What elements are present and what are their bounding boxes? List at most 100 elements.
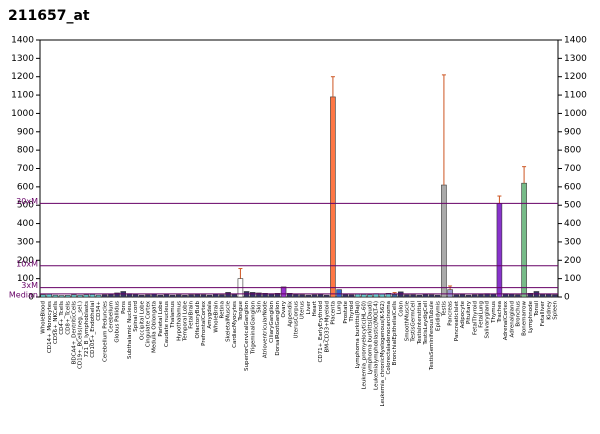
x-tick-label: WholeBlood [41, 301, 47, 334]
x-tick-label: AtrioventricularNode [263, 300, 269, 358]
x-tick-label: Cingulate Cortex [145, 300, 151, 347]
x-tick-label: Cerebellum Peduncles [102, 301, 108, 362]
x-tick-label: CD14+_Monocytes [47, 301, 53, 353]
bar [274, 293, 281, 298]
x-tick-label: Pituitary [466, 300, 472, 324]
bar [77, 294, 83, 298]
x-tick-label: Fetalliver [540, 300, 546, 326]
bar [212, 293, 219, 298]
x-tick-label: Pons [121, 301, 127, 314]
x-tick-label: Bronchus [515, 301, 521, 327]
x-tick-label: BM-CD33+Myeloid [324, 301, 330, 352]
bar [169, 294, 176, 298]
x-tick-label: PrefrontalCortex [201, 300, 207, 346]
x-tick-label: Uterus [300, 301, 306, 319]
x-tick-label: Parietal Lobe [158, 300, 164, 336]
y2-tick-label: 1300 [564, 54, 587, 64]
bar [71, 294, 77, 298]
y2-tick-label: 900 [564, 127, 581, 137]
x-tick-label: CiliaryGanglion [269, 300, 275, 342]
bar [508, 293, 515, 298]
bar [114, 292, 120, 298]
bar [545, 293, 552, 298]
x-tick-label: Placenta [330, 301, 336, 325]
y2-tick-label: 700 [564, 164, 581, 174]
error-bar [238, 268, 243, 279]
bar [206, 294, 213, 298]
bar [188, 294, 194, 298]
x-tick-label: Lymphoma burkitts(Daudi) [367, 301, 373, 375]
bar [404, 294, 410, 298]
y-tick-label: 100 [17, 274, 34, 284]
x-tick-label: Thymus [491, 301, 497, 324]
x-tick-label: Occipital Lobe [139, 300, 145, 340]
bar [367, 294, 373, 298]
y2-tick-label: 800 [564, 146, 581, 156]
x-tick-label: TestisGermCell [411, 301, 417, 343]
x-tick-label: Pancreas [448, 301, 454, 326]
bar [539, 294, 546, 298]
y-tick-label: 700 [17, 164, 34, 174]
bar [46, 293, 53, 298]
x-tick-label: Trachea [497, 301, 503, 323]
x-tick-label: CD34+ [96, 301, 102, 321]
x-tick-label: CD8+_Tcells [65, 301, 71, 335]
bar [496, 203, 503, 298]
bar [219, 294, 225, 298]
y2-tick-label: 100 [564, 274, 581, 284]
x-tick-label: Caudate nucleus [164, 301, 170, 347]
y2-tick-label: 300 [564, 237, 581, 247]
bar [305, 294, 312, 298]
bar [95, 294, 102, 298]
bar [194, 294, 201, 298]
y2-tick-label: 1200 [564, 72, 587, 82]
y2-tick-label: 200 [564, 256, 581, 266]
x-tick-label: SmoothMuscle [404, 300, 410, 341]
bar [182, 294, 188, 298]
bar [323, 294, 330, 298]
reference-label: 3xM [21, 281, 38, 290]
bar [428, 294, 435, 298]
bar [132, 294, 139, 298]
bar [163, 294, 170, 298]
y2-tick-label: 500 [564, 201, 581, 211]
x-tick-label: PancreaticIslet [454, 300, 460, 341]
y-tick-label: 800 [17, 146, 34, 156]
bar [52, 294, 59, 298]
bar [521, 182, 527, 298]
bar [157, 294, 164, 298]
x-tick-label: Appendix [287, 300, 293, 327]
bar [441, 184, 447, 298]
bar [151, 293, 157, 298]
x-tick-label: Tongue [238, 300, 244, 321]
x-tick-label: Globus Pallidus [115, 301, 121, 343]
chart-title: 211657_at [8, 8, 90, 24]
y-tick-label: 200 [17, 256, 34, 266]
bar [527, 293, 534, 298]
x-tick-label: TestisLeydigCell [423, 301, 429, 346]
bar [256, 292, 262, 298]
y2-tick-label: 400 [564, 219, 581, 229]
bar [175, 294, 182, 298]
reference-label: 30xM [16, 197, 38, 206]
bar [416, 294, 423, 298]
x-tick-label: Subthalamic Nucleus [127, 301, 133, 359]
y2-tick-label: 1100 [564, 91, 587, 101]
bar [342, 294, 349, 298]
bar [360, 294, 367, 298]
x-tick-label: Amygdala [207, 301, 213, 329]
x-tick-label: Adipocyte [460, 300, 466, 328]
y-tick-label: 1100 [11, 91, 34, 101]
bar [231, 294, 238, 298]
y-tick-label: 0 [28, 293, 34, 303]
bar [145, 294, 151, 298]
bar [108, 293, 114, 298]
bar [317, 294, 324, 298]
x-tick-label: UterusCorpus [293, 301, 299, 339]
x-tick-label: Leukemia_promyelocytic(HL-60) [361, 301, 367, 389]
y-tick-label: 1200 [11, 72, 34, 82]
bar [385, 293, 392, 298]
x-tick-label: Temporal Lobe [182, 300, 188, 342]
x-tick-label: AdrenalCortex [503, 300, 509, 340]
